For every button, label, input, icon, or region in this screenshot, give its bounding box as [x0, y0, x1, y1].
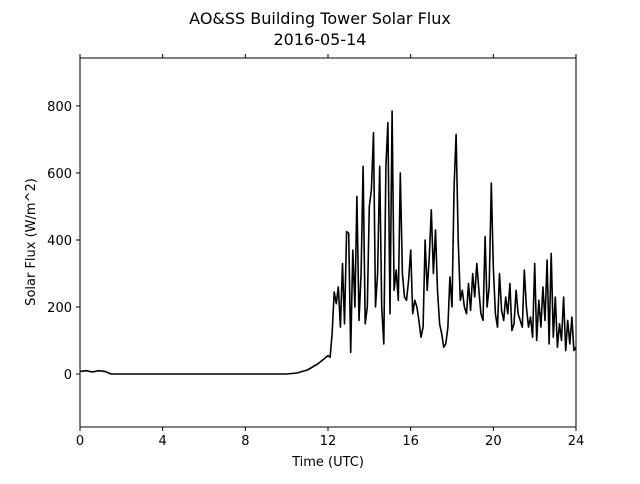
- x-tick-label: 4: [159, 434, 167, 449]
- y-tick-label: 600: [47, 167, 72, 182]
- y-tick-label: 200: [47, 301, 72, 316]
- x-tick-label: 20: [485, 434, 502, 449]
- y-axis-label: Solar Flux (W/m^2): [24, 178, 39, 306]
- x-tick-label: 0: [76, 434, 84, 449]
- y-tick-label: 800: [47, 100, 72, 115]
- y-tick-label: 0: [64, 368, 72, 383]
- x-tick-label: 16: [402, 434, 419, 449]
- x-tick-label: 8: [241, 434, 249, 449]
- x-tick-label: 12: [320, 434, 337, 449]
- x-axis-label: Time (UTC): [291, 455, 364, 470]
- plot-frame: [79, 57, 577, 428]
- y-tick-label: 400: [47, 234, 72, 249]
- chart-subtitle: 2016-05-14: [274, 30, 367, 49]
- data-line: [79, 110, 577, 375]
- chart-title: AO&SS Building Tower Solar Flux: [189, 9, 451, 28]
- x-tick-label: 24: [568, 434, 585, 449]
